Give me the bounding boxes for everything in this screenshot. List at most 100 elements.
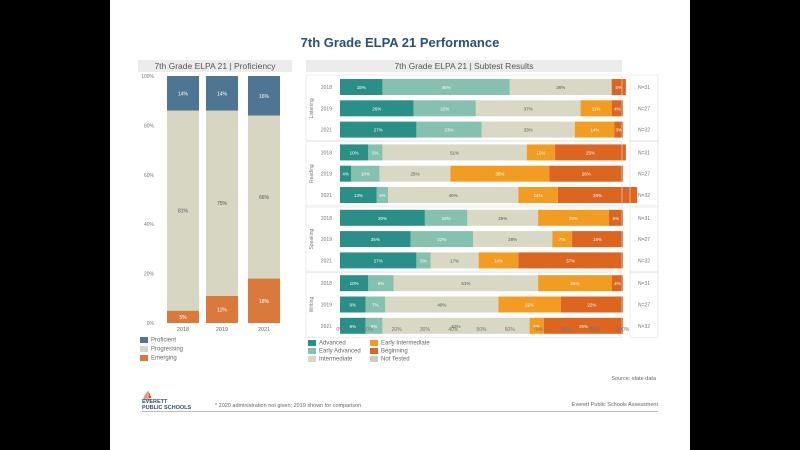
group-n-frame: [629, 140, 659, 208]
bar-value-label: 28%: [579, 324, 588, 329]
footer-right: Everett Public Schools Assessment: [571, 402, 658, 408]
row-n-label: N=27: [638, 237, 650, 243]
bar-value-label: 5%: [533, 324, 540, 329]
left-panel-header: 7th Grade ELPA 21 | Proficiency: [138, 60, 292, 72]
bar-value-label: 23%: [444, 128, 453, 133]
bar-value-label: 22%: [437, 237, 446, 242]
bar-segment: [473, 231, 553, 248]
row-n-label: N=31: [638, 85, 650, 91]
bar-value-label: 37%: [524, 106, 533, 111]
bar-segment: [340, 231, 411, 248]
bar-value-label: 75%: [217, 201, 228, 207]
bar-value-label: 26%: [582, 172, 591, 177]
bar-segment: [167, 76, 199, 111]
bar-segment: [518, 187, 558, 203]
bar-value-label: 14%: [178, 91, 189, 97]
bar-value-label: 10%: [536, 150, 545, 155]
row-n-label: N=32: [638, 258, 650, 264]
bar-value-label: 27%: [374, 258, 383, 263]
bar-segment: [416, 252, 431, 269]
bar-value-label: 11%: [217, 307, 227, 313]
bar-value-label: 9%: [378, 281, 385, 286]
legend-item: Proficient: [140, 337, 176, 344]
bar-segment: [410, 231, 474, 248]
legend-label: Not Tested: [381, 356, 410, 363]
legend-item: Early Advanced: [308, 348, 361, 355]
bar-value-label: 14%: [590, 128, 599, 133]
y-tick-label: 80%: [144, 123, 155, 129]
bar-value-label: 25%: [498, 216, 507, 221]
bar-segment: [549, 165, 623, 182]
row-n-label: N=32: [638, 324, 650, 330]
bar-segment: [557, 187, 638, 203]
bar-segment: [574, 121, 615, 138]
x-tick-label: 2019: [216, 327, 228, 333]
bar-segment: [340, 296, 366, 313]
bar-value-label: 22%: [525, 303, 534, 308]
x-tick-label: 2021: [258, 327, 270, 333]
bar-value-label: 27%: [374, 128, 383, 133]
bar-segment: [368, 144, 383, 161]
bar-segment: [206, 295, 238, 323]
bar-value-label: 28%: [593, 193, 602, 198]
report-slide: 7th Grade ELPA 21 Performance 7th Grade …: [110, 0, 690, 450]
bar-segment: [206, 76, 238, 111]
legend-swatch: [308, 340, 316, 346]
bar-segment: [611, 100, 623, 117]
row-n-label: N=27: [638, 106, 650, 112]
group-n-frame: [629, 74, 659, 142]
row-year-label: 2018: [321, 85, 332, 91]
legend-item: Beginning: [370, 348, 408, 355]
bar-segment: [475, 100, 581, 117]
bar-segment: [498, 296, 561, 313]
bar-segment: [509, 79, 612, 95]
bar-value-label: 4%: [614, 106, 621, 111]
legend-label: Early Intermediate: [381, 340, 430, 347]
bar-value-label: 11%: [592, 106, 601, 111]
legend-label: Beginning: [381, 348, 408, 355]
bar-segment: [382, 317, 530, 334]
bar-segment: [608, 209, 623, 226]
bar-value-label: 26%: [570, 281, 579, 286]
group-frame: [305, 270, 623, 339]
row-n-label: N=31: [638, 216, 650, 222]
x-tick-label: 50%: [476, 327, 487, 333]
row-year-label: 2019: [321, 106, 332, 112]
row-n-label: N=32: [638, 128, 650, 134]
legend-swatch: [308, 356, 316, 362]
bar-value-label: 4%: [342, 172, 349, 177]
bar-value-label: 5%: [179, 315, 187, 321]
bar-segment: [552, 231, 573, 248]
bar-value-label: 35%: [495, 172, 504, 177]
bar-value-label: 33%: [524, 128, 533, 133]
bar-value-label: 4%: [614, 281, 621, 286]
x-tick-label: 60%: [505, 327, 516, 333]
row-year-label: 2021: [321, 193, 332, 199]
legend-label: Early Advanced: [319, 348, 361, 355]
bar-value-label: 81%: [178, 209, 189, 215]
bar-segment: [351, 165, 380, 182]
bar-segment: [248, 278, 280, 323]
row-year-label: 2018: [321, 281, 332, 287]
legend-item: Intermediate: [308, 356, 352, 363]
bar-segment: [529, 317, 544, 334]
bar-value-label: 10%: [350, 281, 359, 286]
bar-segment: [376, 187, 389, 203]
right-panel-header: 7th Grade ELPA 21 | Subtest Results: [306, 60, 622, 72]
bar-value-label: 15%: [357, 85, 366, 90]
logo-line-2: PUBLIC SCHOOLS: [142, 405, 192, 411]
x-tick-label: 30%: [420, 327, 431, 333]
bar-segment: [430, 252, 479, 269]
y-tick-label: 100%: [141, 74, 154, 80]
bar-value-label: 22%: [440, 106, 449, 111]
bar-segment: [340, 209, 425, 226]
row-n-label: N=27: [638, 172, 650, 178]
bar-value-label: 7%: [559, 237, 566, 242]
bar-value-label: 4%: [379, 193, 386, 198]
bar-segment: [560, 296, 623, 313]
bar-value-label: 52%: [452, 324, 461, 329]
bar-segment: [538, 275, 612, 292]
bar-value-label: 7%: [372, 303, 379, 308]
bar-value-label: 10%: [350, 150, 359, 155]
bar-segment: [382, 79, 510, 95]
